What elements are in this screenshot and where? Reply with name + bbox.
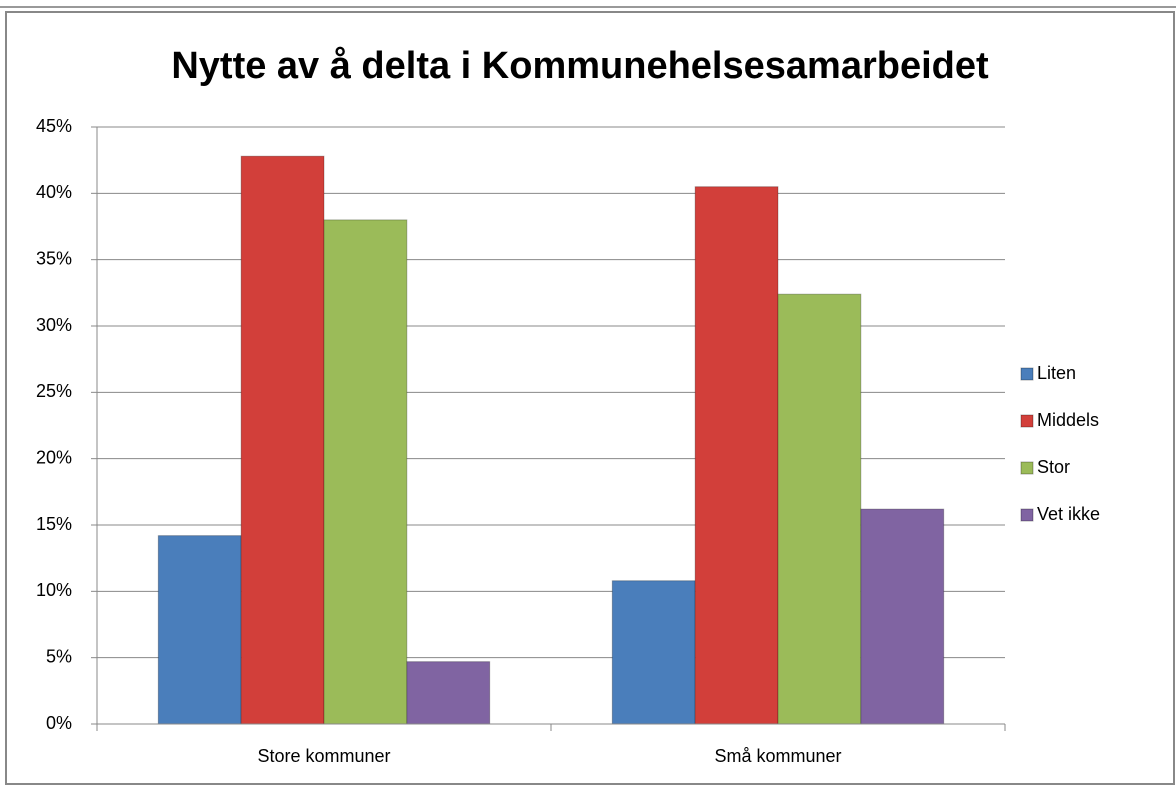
- bar: [406, 661, 491, 725]
- y-tick-label: 20%: [36, 447, 72, 467]
- legend-label: Stor: [1037, 457, 1070, 477]
- x-tick-label: Store kommuner: [257, 746, 390, 766]
- y-tick-label: 30%: [36, 315, 72, 335]
- legend-swatch: [1020, 508, 1034, 522]
- x-tick-label: Små kommuner: [714, 746, 841, 766]
- bar: [860, 508, 945, 725]
- y-tick-label: 40%: [36, 182, 72, 202]
- chart-title: Nytte av å delta i Kommunehelsesamarbeid…: [171, 45, 989, 87]
- bar: [694, 186, 779, 725]
- y-tick-label: 15%: [36, 514, 72, 534]
- y-tick-label: 0%: [46, 713, 72, 733]
- bar: [323, 219, 408, 725]
- y-tick-label: 25%: [36, 381, 72, 401]
- bar: [240, 155, 325, 725]
- legend-swatch: [1020, 367, 1034, 381]
- legend-label: Liten: [1037, 363, 1076, 383]
- legend-label: Vet ikke: [1037, 504, 1100, 524]
- y-tick-label: 5%: [46, 646, 72, 666]
- legend-label: Middels: [1037, 410, 1099, 430]
- bar: [777, 293, 862, 725]
- legend-swatch: [1020, 461, 1034, 475]
- bar: [611, 580, 696, 725]
- y-tick-label: 45%: [36, 116, 72, 136]
- bar: [157, 535, 242, 725]
- y-tick-label: 35%: [36, 248, 72, 268]
- legend-swatch: [1020, 414, 1034, 428]
- y-tick-label: 10%: [36, 580, 72, 600]
